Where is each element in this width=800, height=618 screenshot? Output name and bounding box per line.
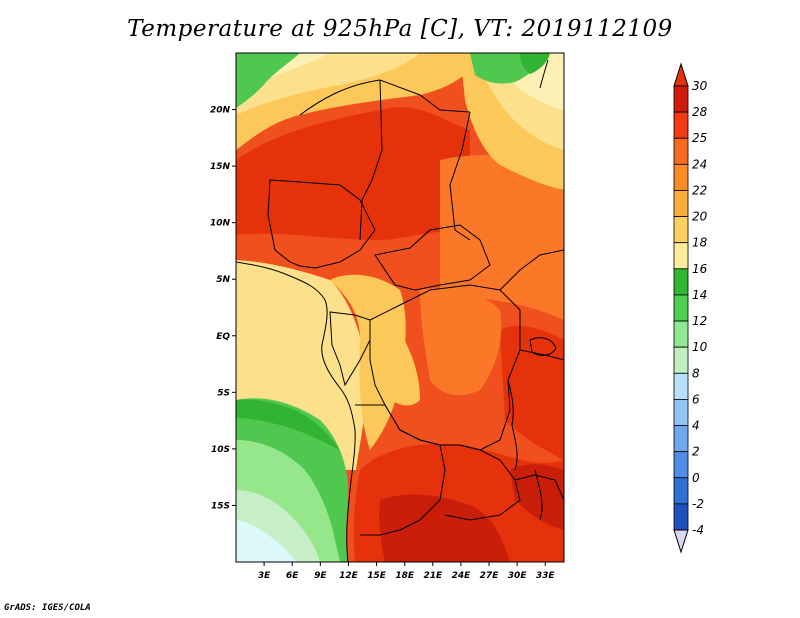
colorbar-segment xyxy=(673,425,689,453)
colorbar-segment xyxy=(673,137,689,165)
colorbar-segment xyxy=(673,503,689,531)
colorbar-segment xyxy=(673,268,689,296)
lat-tick-label: 10S xyxy=(211,445,230,455)
colorbar-segment xyxy=(673,216,689,244)
lat-tick-label: 5S xyxy=(217,388,230,398)
border-east xyxy=(499,249,564,291)
field-north-red xyxy=(236,107,470,241)
lon-tick-label: 15E xyxy=(367,571,387,581)
longitude-axis: 3E 6E 9E 12E 15E 18E 21E 24E 27E 30E 33E xyxy=(258,562,556,581)
lon-tick-label: 30E xyxy=(508,571,528,581)
colorbar-label: 25 xyxy=(692,131,707,145)
field-central-orange xyxy=(420,288,502,396)
colorbar-label: 8 xyxy=(692,366,700,380)
lake-victoria xyxy=(529,337,557,356)
colorbar-label: 30 xyxy=(692,79,708,93)
lon-tick-label: 9E xyxy=(314,571,327,581)
colorbar-label: 0 xyxy=(692,471,700,485)
colorbar-label: 28 xyxy=(692,105,708,119)
colorbar-segment xyxy=(673,294,689,322)
lon-tick-label: 12E xyxy=(339,571,359,581)
lat-tick-label: 10N xyxy=(210,219,231,229)
border-chad-sudan xyxy=(449,111,471,241)
colorbar-label: -2 xyxy=(692,497,704,511)
colorbar-label: 16 xyxy=(692,262,708,276)
colorbar-top-arrow xyxy=(673,62,689,87)
lake-malawi xyxy=(534,469,543,521)
colorbar-label: 14 xyxy=(692,288,707,302)
lat-tick-label: EQ xyxy=(216,332,230,342)
temperature-field xyxy=(236,53,564,562)
coastline-west xyxy=(236,261,356,562)
colorbar-segment xyxy=(673,399,689,426)
colorbar-segment xyxy=(673,477,689,505)
border-angola xyxy=(355,404,446,536)
border-car xyxy=(374,224,491,291)
border-mozambique xyxy=(514,474,564,501)
colorbar-segment xyxy=(673,85,689,113)
colorbar-segment xyxy=(673,190,689,217)
lon-tick-label: 3E xyxy=(258,571,271,581)
border-niger-chad xyxy=(359,79,383,241)
colorbar-segment xyxy=(673,163,689,191)
colorbar-segment xyxy=(673,451,689,479)
field-northeast-orange xyxy=(440,150,564,320)
field-south-deep-red xyxy=(379,494,510,562)
lon-tick-label: 27E xyxy=(480,571,500,581)
field-ne-green-dark xyxy=(520,53,550,74)
lon-tick-label: 21E xyxy=(423,571,443,581)
colorbar-label: 6 xyxy=(692,392,700,406)
colorbar-label: 20 xyxy=(692,210,708,224)
colorbar-bottom-arrow xyxy=(673,529,689,554)
colorbar-segment xyxy=(673,346,689,374)
country-borders xyxy=(236,59,564,562)
colorbar-segment xyxy=(673,372,689,400)
map-frame xyxy=(235,52,565,563)
lat-tick-label: 5N xyxy=(216,275,230,285)
field-congo-gold xyxy=(380,300,420,406)
lat-tick-label: 15S xyxy=(211,501,230,511)
field-sw-cyan xyxy=(236,520,296,562)
river-nile xyxy=(539,59,549,89)
colorbar-label: 22 xyxy=(692,183,707,197)
colorbar-label: 12 xyxy=(692,314,707,328)
border-nigeria xyxy=(267,179,376,269)
colorbar-segment xyxy=(673,242,689,270)
field-sw-green-dark xyxy=(236,399,340,450)
colorbar-label: -4 xyxy=(692,523,704,537)
field-southeast-deep-red xyxy=(510,464,564,530)
lon-tick-label: 24E xyxy=(452,571,472,581)
lon-tick-label: 6E xyxy=(286,571,299,581)
lon-tick-label: 18E xyxy=(395,571,415,581)
map-title: Temperature at 925hPa [C], VT: 201911210… xyxy=(127,16,673,42)
colorbar-segment xyxy=(673,320,689,348)
latitude-axis: 20N 15N 10N 5N EQ 5S 10S 15S xyxy=(210,106,236,511)
credit-label: GrADS: IGES/COLA xyxy=(4,603,91,613)
colorbar-label: 4 xyxy=(692,419,700,433)
lat-tick-label: 15N xyxy=(210,162,231,172)
lon-tick-label: 33E xyxy=(536,571,556,581)
field-nw-green xyxy=(236,53,300,108)
colorbar-label: 2 xyxy=(692,445,700,459)
lake-tanganyika xyxy=(507,379,518,471)
colorbar-label: 24 xyxy=(692,157,707,171)
border-gabon-congo xyxy=(329,311,371,387)
colorbar-label: 10 xyxy=(692,340,708,354)
lat-tick-label: 20N xyxy=(210,106,231,116)
colorbar-segment xyxy=(673,111,689,139)
colorbar-label: 18 xyxy=(692,236,708,250)
border-sahara xyxy=(299,79,471,116)
